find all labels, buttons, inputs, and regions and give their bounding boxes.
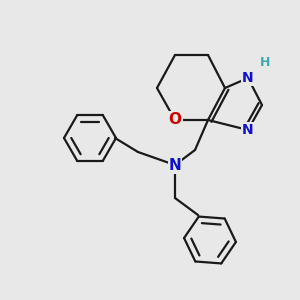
Text: N: N <box>242 71 254 85</box>
Text: N: N <box>169 158 182 172</box>
Text: N: N <box>242 123 254 137</box>
Text: H: H <box>260 56 270 70</box>
Text: O: O <box>169 112 182 128</box>
